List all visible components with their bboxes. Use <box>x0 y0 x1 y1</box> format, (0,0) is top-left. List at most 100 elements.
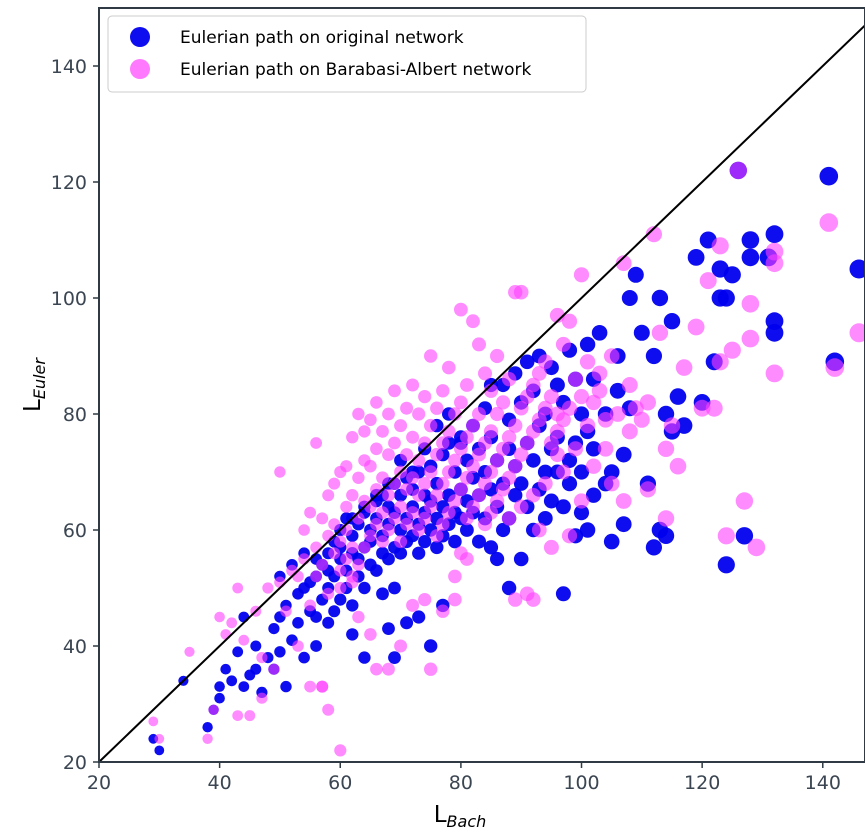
data-point <box>549 406 565 422</box>
x-tick-label: 20 <box>87 772 111 794</box>
data-point <box>232 710 244 721</box>
data-point <box>501 511 517 526</box>
data-point <box>400 517 414 531</box>
data-point <box>597 441 614 457</box>
data-point <box>651 289 669 307</box>
y-tick-label: 60 <box>63 520 87 542</box>
data-point <box>418 390 432 404</box>
data-point <box>148 716 159 727</box>
data-point <box>573 504 590 521</box>
data-point <box>621 377 638 393</box>
data-point <box>346 489 359 502</box>
data-point <box>478 517 492 532</box>
data-point <box>226 675 238 687</box>
data-point <box>412 546 426 560</box>
data-point <box>298 553 310 565</box>
data-point <box>639 394 657 411</box>
data-point <box>256 652 268 664</box>
data-point <box>214 681 225 692</box>
data-point <box>531 522 547 538</box>
data-point <box>579 354 596 370</box>
data-point <box>657 440 675 457</box>
data-point <box>478 476 492 491</box>
data-point <box>549 423 565 439</box>
data-point <box>388 384 401 398</box>
data-point <box>549 307 565 323</box>
data-point <box>430 401 444 415</box>
data-point <box>645 226 663 243</box>
data-point <box>436 476 450 491</box>
data-point <box>154 733 165 744</box>
data-point <box>747 538 766 557</box>
data-point <box>717 527 735 545</box>
x-axis-label: LBach <box>434 802 487 831</box>
data-point <box>543 435 559 451</box>
data-point <box>442 505 456 520</box>
data-point <box>274 576 286 588</box>
data-point <box>849 259 865 279</box>
data-point <box>310 541 322 554</box>
data-point <box>483 464 499 480</box>
data-point <box>328 605 341 618</box>
data-point <box>657 510 675 527</box>
data-point <box>376 506 389 519</box>
data-point <box>274 646 286 658</box>
data-point <box>328 547 341 560</box>
x-axis-label-sub: Bach <box>447 812 487 831</box>
data-point <box>765 323 784 342</box>
data-point <box>621 423 638 440</box>
data-point <box>322 489 335 502</box>
data-point <box>508 459 523 474</box>
data-point <box>340 500 353 513</box>
data-point <box>501 580 517 596</box>
data-point <box>430 447 444 462</box>
data-point <box>501 430 517 445</box>
data-point <box>460 470 474 485</box>
data-point <box>501 372 517 387</box>
data-point <box>849 323 865 343</box>
data-point <box>723 266 741 284</box>
data-point <box>615 493 632 509</box>
data-point <box>597 412 614 428</box>
data-point <box>609 406 626 422</box>
data-point <box>250 663 262 675</box>
data-point <box>268 623 280 635</box>
data-point <box>543 389 559 405</box>
data-point <box>370 396 383 409</box>
data-point <box>561 528 578 544</box>
data-point <box>573 267 590 283</box>
data-point <box>645 347 663 365</box>
data-point <box>490 406 505 422</box>
data-point <box>561 452 578 468</box>
data-point <box>448 453 462 468</box>
data-point <box>370 442 383 456</box>
data-point <box>561 313 578 329</box>
data-point <box>244 710 256 722</box>
data-point <box>280 680 292 693</box>
data-point <box>466 314 480 329</box>
data-point <box>633 411 650 428</box>
data-point <box>424 639 438 653</box>
plot-frame <box>98 7 865 763</box>
data-point <box>394 639 408 653</box>
data-point <box>202 733 213 744</box>
data-point <box>424 465 438 479</box>
data-point <box>220 629 231 640</box>
data-point <box>519 435 535 451</box>
data-point <box>478 366 492 381</box>
data-point <box>184 646 195 657</box>
data-point <box>364 459 377 473</box>
data-point <box>483 424 499 439</box>
data-point <box>663 313 681 330</box>
data-point <box>460 430 474 445</box>
data-point <box>346 628 359 641</box>
data-point <box>424 662 438 676</box>
data-point <box>202 722 213 733</box>
data-point <box>412 488 426 502</box>
data-point <box>711 353 729 371</box>
data-point <box>394 546 408 560</box>
data-point <box>466 459 480 474</box>
data-point <box>352 512 365 525</box>
data-point <box>322 703 335 716</box>
